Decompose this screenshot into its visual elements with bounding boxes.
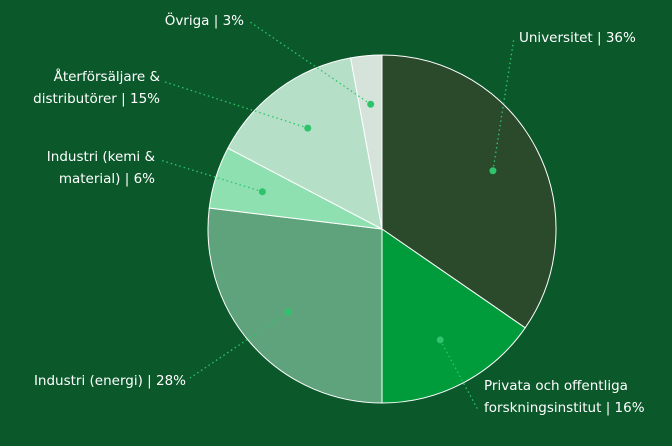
label-line: distributörer | 15%: [33, 91, 160, 107]
pie-slice: [227, 57, 383, 230]
leader-dot: [436, 336, 444, 344]
slice-label: Privata och offentliga forskningsinstitut…: [484, 378, 645, 416]
pie-slice: [207, 207, 383, 404]
leader-line: [249, 21, 372, 105]
label-line: Övriga | 3%: [165, 11, 244, 29]
label-line: Industri (kemi &: [47, 149, 156, 165]
slice-label: Industri (energi) | 28%: [34, 373, 186, 389]
leader-dot: [489, 167, 497, 175]
leader-dot: [258, 188, 266, 196]
pie-slice: [350, 54, 383, 230]
leader-dot: [284, 308, 292, 316]
label-line: Återförsäljare &: [54, 68, 161, 85]
label-line: material) | 6%: [59, 171, 155, 187]
slice-label: Industri (kemi & material) | 6%: [47, 149, 156, 187]
leader-dot: [367, 100, 375, 108]
slice-label: Övriga | 3%: [165, 11, 244, 29]
pie-slice: [381, 228, 526, 404]
leader-dot: [304, 124, 312, 132]
label-line: forskningsinstitut | 16%: [484, 400, 645, 416]
label-line: Universitet | 36%: [519, 30, 636, 46]
label-line: Privata och offentliga: [484, 378, 628, 394]
slice-label: Universitet | 36%: [519, 30, 636, 46]
pie-slice: [381, 54, 557, 329]
slice-label: Återförsäljare & distributörer | 15%: [33, 68, 160, 107]
leader-line: [189, 311, 289, 379]
label-line: Industri (energi) | 28%: [34, 373, 186, 389]
